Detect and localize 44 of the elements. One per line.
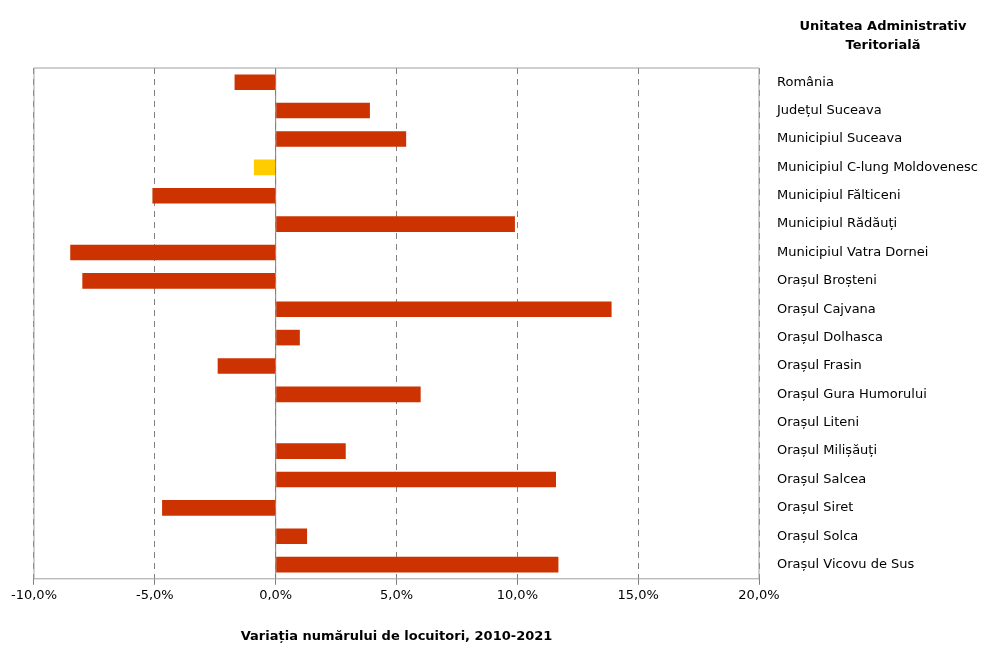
y-tick-label: Municipiul Vatra Dornei [777, 243, 929, 259]
y-tick-label: România [777, 73, 834, 89]
y-tick-label: Orașul Solca [777, 527, 859, 543]
y-tick-label: Orașul Liteni [777, 414, 860, 430]
bar [234, 74, 276, 90]
x-tick-label: 20,0% [738, 586, 780, 602]
x-tick-label: 15,0% [617, 586, 659, 602]
x-tick-label: 10,0% [496, 586, 538, 602]
y-tick-label: Orașul Vicovu de Sus [777, 555, 915, 571]
y-tick-label: Orașul Cajvana [777, 300, 876, 316]
bar [276, 102, 370, 119]
x-axis-title: Variația numărului de locuitori, 2010-2021 [240, 627, 553, 643]
bar [276, 216, 515, 232]
x-tick-label: -10,0% [10, 586, 57, 602]
y-tick-label: Orașul Salcea [777, 470, 867, 486]
bar [276, 528, 308, 545]
x-tick-label: 5,0% [379, 586, 414, 602]
y-tick-label: Municipiul Fălticeni [777, 187, 901, 203]
bar [276, 329, 300, 346]
x-tick-label: -5,0% [135, 586, 174, 602]
y-tick-label: Orașul Broșteni [777, 272, 877, 288]
y-axis-title: Unitatea Administrativ Teritorială [799, 18, 967, 52]
y-tick-label: Județul Suceava [776, 101, 882, 117]
bar [82, 273, 276, 289]
bar [253, 159, 276, 176]
bar [276, 556, 559, 573]
bar [276, 131, 407, 147]
y-tick-label: Municipiul Rădăuți [777, 215, 898, 231]
y-tick-label: Orașul Gura Humorului [777, 385, 927, 401]
y-tick-label: Orașul Milișăuți [777, 442, 878, 458]
bar [276, 443, 346, 459]
bar [70, 244, 276, 261]
bar [276, 471, 556, 488]
y-tick-label: Orașul Dolhasca [777, 328, 883, 344]
y-tick-label: Orașul Siret [777, 499, 854, 515]
bar [152, 187, 276, 204]
x-tick-label: 0,0% [259, 586, 293, 602]
bar [276, 301, 612, 318]
bar [162, 500, 276, 516]
y-tick-label: Orașul Frasin [777, 357, 862, 373]
y-tick-label: Municipiul Suceava [777, 130, 903, 146]
y-tick-label: Municipiul C-lung Moldovenesc [777, 158, 979, 174]
bar [276, 386, 421, 403]
bar [217, 358, 276, 374]
